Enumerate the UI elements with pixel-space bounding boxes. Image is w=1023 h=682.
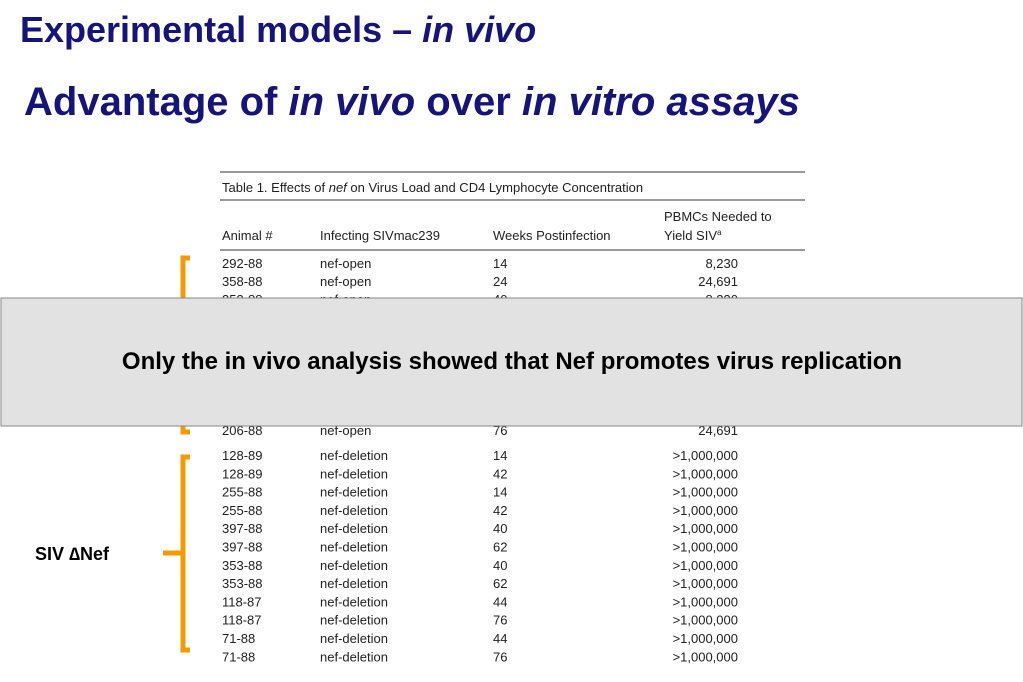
table-cell: nef-deletion [320, 448, 388, 463]
table-caption: Table 1. Effects of nef on Virus Load an… [222, 180, 643, 195]
column-header: Animal # [222, 228, 273, 243]
table-cell: nef-deletion [320, 466, 388, 481]
table-cell: nef-deletion [320, 558, 388, 573]
title-part: Experimental models – [20, 9, 422, 50]
bracket-label: SIV ∆Nef [35, 544, 110, 564]
table-cell: nef-deletion [320, 503, 388, 518]
footnote-mark: a [717, 228, 722, 237]
table-cell: 24,691 [698, 423, 738, 438]
caption-part: Table 1. Effects of [222, 180, 329, 195]
table-cell: 40 [493, 521, 507, 536]
table-cell: nef-deletion [320, 485, 388, 500]
table-cell: 24,691 [698, 274, 738, 289]
table-cell: >1,000,000 [673, 558, 738, 573]
table-cell: 255-88 [222, 503, 262, 518]
header-part: Yield SIV [664, 228, 717, 243]
table-cell: nef-open [320, 274, 371, 289]
table-cell: >1,000,000 [673, 448, 738, 463]
table-cell: 44 [493, 631, 507, 646]
table-cell: 128-89 [222, 448, 262, 463]
table-cell: 71-88 [222, 649, 255, 664]
table-cell: 14 [493, 448, 507, 463]
table-cell: 14 [493, 256, 507, 271]
table-cell: nef-deletion [320, 540, 388, 555]
table-cell: nef-deletion [320, 576, 388, 591]
table-cell: >1,000,000 [673, 594, 738, 609]
table-cell: 353-88 [222, 576, 262, 591]
table-cell: >1,000,000 [673, 613, 738, 628]
subtitle-part: in vitro assays [522, 80, 800, 124]
table-cell: >1,000,000 [673, 649, 738, 664]
table-cell: nef-deletion [320, 521, 388, 536]
table-cell: 14 [493, 485, 507, 500]
table-cell: 128-89 [222, 466, 262, 481]
table-cell: 118-87 [222, 594, 262, 609]
slide-title: Experimental models – in vivo [20, 9, 536, 50]
slide-subtitle: Advantage of in vivo over in vitro assay… [24, 80, 800, 124]
table-cell: 71-88 [222, 631, 255, 646]
table-cell: 76 [493, 649, 507, 664]
column-header: Infecting SIVmac239 [320, 228, 440, 243]
caption-part: on Virus Load and CD4 Lymphocyte Concent… [347, 180, 643, 195]
table-cell: 255-88 [222, 485, 262, 500]
table-cell: nef-deletion [320, 613, 388, 628]
table-cell: 397-88 [222, 540, 262, 555]
table-cell: 44 [493, 594, 507, 609]
table-cell: 397-88 [222, 521, 262, 536]
table-cell: 353-88 [222, 558, 262, 573]
table-cell: nef-deletion [320, 649, 388, 664]
table: Table 1. Effects of nef on Virus Load an… [220, 171, 805, 664]
table-cell: 40 [493, 558, 507, 573]
table-cell: >1,000,000 [673, 631, 738, 646]
table-cell: nef-open [320, 423, 371, 438]
subtitle-part: Advantage of [24, 80, 288, 124]
column-header: Yield SIVa [664, 228, 722, 243]
column-header: Weeks Postinfection [493, 228, 611, 243]
subtitle-part: over [415, 80, 522, 124]
table-cell: 118-87 [222, 613, 262, 628]
table-cell: 76 [493, 423, 507, 438]
table-cell: 24 [493, 274, 507, 289]
table-cell: 76 [493, 613, 507, 628]
table-cell: 62 [493, 540, 507, 555]
table-cell: >1,000,000 [673, 503, 738, 518]
table-cell: >1,000,000 [673, 466, 738, 481]
table-cell: 206-88 [222, 423, 262, 438]
title-part: in vivo [422, 9, 536, 50]
table-cell: 62 [493, 576, 507, 591]
bracket [163, 454, 190, 653]
table-cell: 42 [493, 503, 507, 518]
callout-box [0, 297, 1023, 427]
table-cell: 8,230 [705, 256, 738, 271]
subtitle-part: in vivo [288, 80, 415, 124]
table-cell: 42 [493, 466, 507, 481]
table-cell: nef-open [320, 256, 371, 271]
table-cell: 292-88 [222, 256, 262, 271]
table-cell: nef-deletion [320, 594, 388, 609]
caption-part: nef [329, 180, 348, 195]
table-cell: >1,000,000 [673, 521, 738, 536]
column-header: PBMCs Needed to [664, 209, 772, 224]
table-cell: >1,000,000 [673, 576, 738, 591]
table-cell: nef-deletion [320, 631, 388, 646]
table-cell: 358-88 [222, 274, 262, 289]
table-cell: >1,000,000 [673, 485, 738, 500]
table-cell: >1,000,000 [673, 540, 738, 555]
callout-text: Only the in vivo analysis showed that Ne… [122, 348, 902, 375]
